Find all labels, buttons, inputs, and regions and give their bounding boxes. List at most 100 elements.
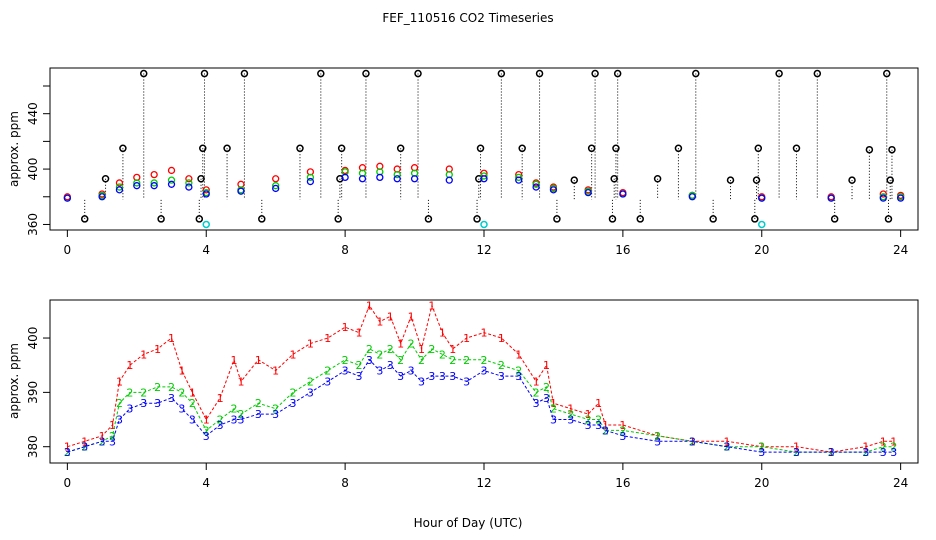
series-3-point — [358, 175, 367, 183]
series-2-point — [150, 179, 158, 187]
series-2-marker: 2 — [126, 386, 133, 399]
reference-point — [317, 69, 325, 78]
reference-point — [119, 144, 127, 153]
series-2-point — [532, 180, 540, 188]
series-1-marker: 1 — [619, 419, 626, 432]
reference-point — [775, 69, 783, 78]
reference-point — [865, 145, 874, 154]
reference-point — [726, 176, 735, 184]
series-3-point — [896, 194, 905, 202]
reference-point — [199, 144, 207, 153]
series-1-line — [67, 303, 894, 453]
series-2-marker: 2 — [585, 414, 592, 427]
series-3-point — [306, 177, 315, 186]
series-3-marker: 3 — [376, 365, 383, 378]
reference-point — [570, 176, 579, 184]
series-2-point — [480, 172, 488, 180]
series-2-marker: 2 — [724, 441, 731, 454]
series-1-point — [185, 175, 193, 183]
series-1-marker: 1 — [307, 337, 314, 350]
reference-point — [692, 69, 700, 78]
reference-point — [813, 69, 822, 78]
series-3-marker: 3 — [356, 370, 363, 383]
series-1-marker: 1 — [64, 441, 71, 454]
reference-point — [709, 215, 717, 223]
series-3-marker: 3 — [81, 441, 88, 454]
series-3-marker: 3 — [793, 446, 800, 459]
series-3-marker: 3 — [307, 386, 314, 399]
series-1-marker: 1 — [366, 299, 373, 312]
series-2-point — [272, 182, 280, 190]
series-1-marker: 1 — [324, 332, 331, 345]
series-1-marker: 1 — [140, 348, 147, 361]
series-2-marker: 2 — [356, 359, 363, 372]
reference-point — [591, 69, 599, 78]
series-3-marker: 3 — [595, 419, 602, 432]
series-3-point — [185, 183, 193, 191]
series-3-marker: 3 — [418, 376, 425, 389]
series-1-marker: 1 — [890, 435, 897, 448]
series-3-marker: 3 — [217, 419, 224, 432]
series-3-point — [341, 173, 349, 182]
reference-point — [396, 144, 405, 153]
series-3-marker: 3 — [449, 370, 456, 383]
series-1-marker: 1 — [595, 397, 602, 410]
series-2-point — [515, 173, 523, 182]
series-3-point — [133, 182, 141, 190]
series-3-point — [619, 190, 627, 198]
reference-point — [223, 144, 231, 153]
series-3-marker: 3 — [724, 441, 731, 454]
series-1-marker: 1 — [178, 365, 185, 378]
series-1-marker: 1 — [272, 365, 279, 378]
x-tick-label: 24 — [893, 243, 908, 257]
series-1-marker: 1 — [567, 403, 574, 416]
series-1-marker: 1 — [376, 316, 383, 329]
x-tick-label: 12 — [476, 476, 491, 490]
series-1-marker: 1 — [408, 310, 415, 323]
y-tick-label: 400 — [26, 158, 40, 181]
series-1-marker: 1 — [533, 376, 540, 389]
series-3-point — [480, 175, 488, 183]
series-2-marker: 2 — [890, 441, 897, 454]
reference-point — [752, 176, 761, 184]
reference-point — [886, 176, 894, 184]
x-tick-label: 12 — [476, 243, 491, 257]
x-tick-label: 8 — [341, 476, 349, 490]
series-3-point — [167, 180, 176, 188]
series-3-marker: 3 — [654, 435, 661, 448]
series-2-marker: 2 — [189, 397, 196, 410]
series-3-point — [688, 193, 696, 201]
reference-point — [608, 215, 617, 223]
reference-point — [424, 215, 433, 223]
x-tick-label: 16 — [615, 476, 630, 490]
series-1-marker: 1 — [724, 435, 731, 448]
y-axis-label: approx. ppm — [7, 343, 21, 419]
x-tick-label: 20 — [754, 243, 769, 257]
reference-point — [240, 69, 249, 78]
series-3-point — [237, 187, 245, 195]
series-3-marker: 3 — [619, 430, 626, 443]
y-tick-label: 400 — [26, 327, 40, 350]
x-tick-label: 24 — [893, 476, 908, 490]
series-3-marker: 3 — [498, 370, 505, 383]
x-tick-label: 4 — [202, 243, 210, 257]
series-3-point — [549, 186, 558, 194]
low-flag-point — [758, 220, 766, 229]
reference-point — [587, 144, 596, 153]
series-2-marker: 2 — [543, 381, 550, 394]
series-3-point — [827, 194, 835, 202]
series-1-marker: 1 — [217, 392, 224, 405]
series-2-marker: 2 — [408, 337, 415, 350]
reference-point — [101, 175, 110, 183]
series-2-marker: 2 — [533, 386, 540, 399]
series-2-marker: 2 — [64, 446, 71, 459]
series-2-marker: 2 — [828, 446, 835, 459]
series-1-marker: 1 — [418, 343, 425, 356]
series-2-marker: 2 — [602, 424, 609, 437]
series-1-marker: 1 — [828, 446, 835, 459]
series-1-marker: 1 — [481, 327, 488, 340]
series-2-marker: 2 — [793, 446, 800, 459]
series-1-marker: 1 — [237, 376, 244, 389]
figure-title: FEF_110516 CO2 Timeseries — [382, 11, 553, 25]
